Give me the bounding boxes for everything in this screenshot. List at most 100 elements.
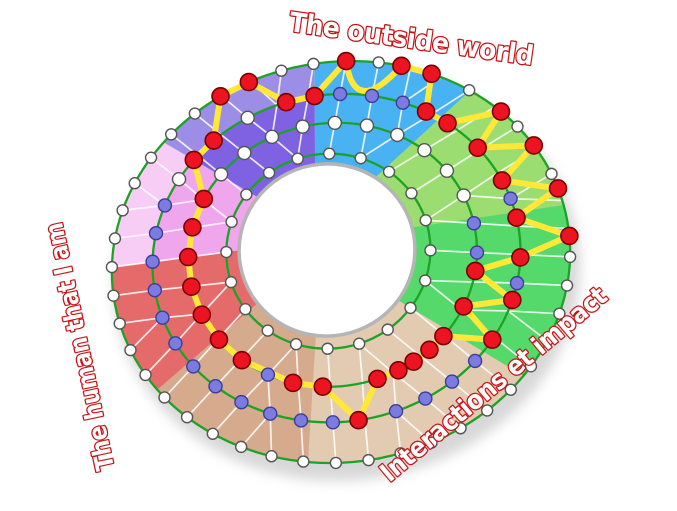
wheel-node[interactable] [145, 254, 160, 269]
wheel-node[interactable] [424, 244, 437, 257]
wheel-node[interactable] [293, 413, 309, 428]
wheel-node[interactable] [171, 171, 187, 187]
wheel-node[interactable] [325, 415, 341, 430]
wheel-node[interactable] [362, 453, 375, 467]
wheel-node[interactable] [418, 391, 433, 406]
path-node[interactable] [524, 136, 544, 155]
wheel-node[interactable] [511, 120, 524, 133]
path-node[interactable] [389, 360, 408, 380]
wheel-node[interactable] [321, 342, 334, 355]
path-node[interactable] [416, 102, 436, 121]
wheel-node[interactable] [291, 152, 304, 165]
wheel-node[interactable] [372, 56, 385, 69]
wheel-node[interactable] [239, 302, 252, 316]
wheel-node[interactable] [275, 64, 288, 77]
wheel-node[interactable] [240, 188, 253, 201]
wheel-node[interactable] [144, 151, 158, 164]
path-node[interactable] [454, 297, 473, 316]
wheel-node[interactable] [206, 427, 220, 440]
wheel-node[interactable] [329, 456, 343, 470]
wheel-node[interactable] [128, 177, 141, 190]
wheel-node[interactable] [454, 422, 467, 435]
wheel-node[interactable] [208, 379, 223, 394]
wheel-node[interactable] [220, 245, 233, 259]
wheel-node[interactable] [165, 128, 178, 141]
path-node[interactable] [183, 218, 202, 237]
wheel-node[interactable] [105, 260, 119, 274]
wheel-node[interactable] [261, 324, 274, 337]
wheel-node[interactable] [560, 279, 574, 292]
wheel-node[interactable] [155, 310, 170, 325]
path-node[interactable] [548, 179, 568, 198]
wheel-node[interactable] [327, 115, 343, 131]
path-node[interactable] [209, 330, 229, 349]
wheel-node[interactable] [260, 367, 276, 382]
path-node[interactable] [392, 56, 411, 76]
wheel-node[interactable] [213, 167, 229, 182]
wheel-node[interactable] [323, 147, 336, 160]
wheel-node[interactable] [297, 455, 310, 468]
wheel-node[interactable] [541, 334, 554, 347]
wheel-node[interactable] [364, 88, 380, 104]
path-node[interactable] [192, 305, 212, 324]
wheel-node[interactable] [467, 353, 483, 369]
wheel-node[interactable] [332, 86, 348, 102]
path-node[interactable] [178, 247, 198, 267]
path-node[interactable] [283, 373, 303, 393]
wheel-node[interactable] [439, 163, 455, 178]
wheel-node[interactable] [264, 129, 280, 145]
wheel-node[interactable] [419, 214, 432, 227]
wheel-node[interactable] [359, 118, 375, 133]
wheel-node[interactable] [425, 436, 438, 449]
path-node[interactable] [491, 102, 511, 121]
wheel-node[interactable] [307, 57, 320, 71]
wheel-node[interactable] [289, 338, 303, 351]
path-node[interactable] [184, 150, 204, 170]
wheel-node[interactable] [263, 406, 278, 421]
path-node[interactable] [211, 87, 230, 106]
path-node[interactable] [483, 330, 502, 349]
wheel-node[interactable] [158, 391, 171, 404]
wheel-node[interactable] [116, 204, 129, 217]
wheel-node[interactable] [240, 110, 255, 125]
path-node[interactable] [404, 352, 423, 371]
wheel-node[interactable] [504, 383, 517, 396]
wheel-node[interactable] [180, 410, 194, 424]
wheel-node[interactable] [480, 404, 494, 417]
path-node[interactable] [232, 350, 252, 370]
wheel-node[interactable] [354, 151, 367, 165]
wheel-node[interactable] [234, 440, 248, 454]
path-node[interactable] [276, 92, 296, 112]
wheel-node[interactable] [456, 188, 471, 203]
path-node[interactable] [507, 208, 526, 228]
path-node[interactable] [204, 131, 224, 150]
path-node[interactable] [438, 113, 457, 133]
wheel-node[interactable] [168, 336, 183, 351]
path-node[interactable] [560, 226, 579, 246]
path-node[interactable] [434, 326, 453, 346]
wheel-node[interactable] [462, 84, 476, 97]
wheel-node[interactable] [147, 283, 162, 298]
wheel-node[interactable] [419, 274, 432, 287]
wheel-node[interactable] [469, 245, 485, 260]
path-node[interactable] [368, 369, 387, 389]
wheel-node[interactable] [404, 301, 417, 315]
wheel-node[interactable] [417, 142, 432, 158]
path-node[interactable] [492, 171, 512, 190]
wheel-node[interactable] [237, 145, 252, 161]
path-node[interactable] [239, 72, 259, 92]
wheel-node[interactable] [388, 403, 404, 419]
wheel-node[interactable] [295, 119, 310, 134]
wheel-node[interactable] [466, 216, 482, 231]
wheel-node[interactable] [524, 360, 538, 373]
wheel-node[interactable] [405, 187, 418, 200]
wheel-node[interactable] [148, 225, 164, 241]
path-node[interactable] [465, 261, 485, 281]
wheel-node[interactable] [139, 368, 152, 382]
wheel-node[interactable] [381, 323, 394, 336]
path-node[interactable] [305, 86, 324, 106]
wheel-node[interactable] [186, 359, 201, 374]
wheel-node[interactable] [224, 275, 238, 289]
wheel-node[interactable] [553, 307, 566, 320]
path-node[interactable] [313, 377, 333, 397]
